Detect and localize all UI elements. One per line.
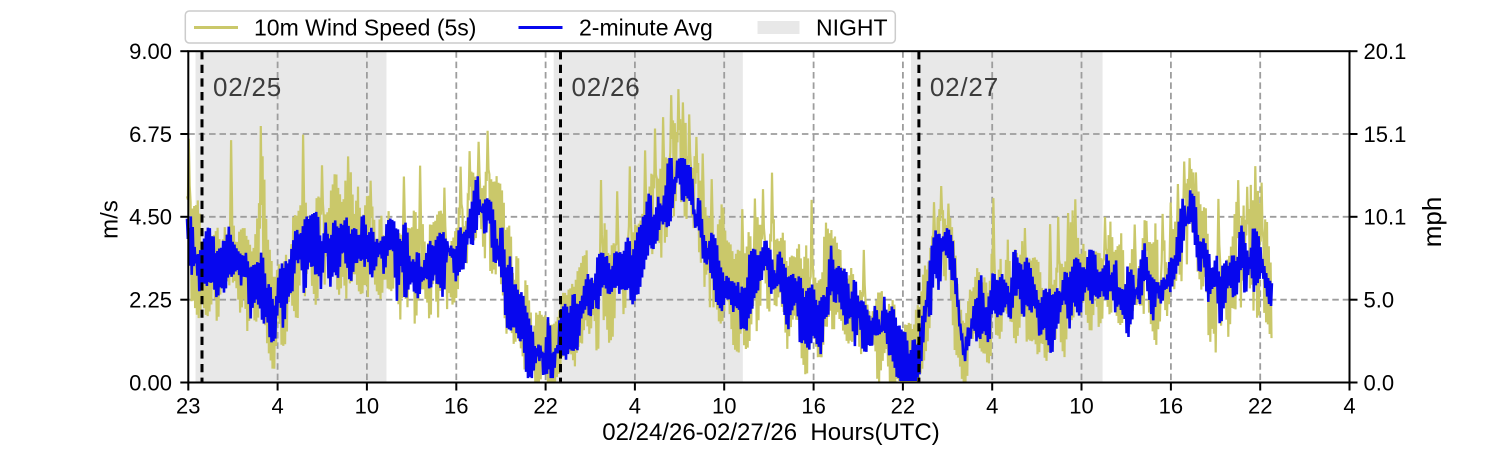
svg-text:02/25: 02/25 — [213, 72, 282, 102]
svg-text:m/s: m/s — [97, 200, 124, 239]
svg-text:4: 4 — [1343, 394, 1355, 419]
svg-text:02/24/26-02/27/26 Hours(UTC): 02/24/26-02/27/26 Hours(UTC) — [602, 419, 940, 446]
svg-text:0.00: 0.00 — [129, 370, 172, 395]
svg-text:4: 4 — [629, 394, 641, 419]
svg-text:22: 22 — [533, 394, 557, 419]
svg-text:16: 16 — [1159, 394, 1183, 419]
svg-text:16: 16 — [801, 394, 825, 419]
svg-text:22: 22 — [891, 394, 915, 419]
svg-text:2.25: 2.25 — [129, 288, 172, 313]
svg-text:4: 4 — [986, 394, 998, 419]
svg-text:02/26: 02/26 — [572, 72, 641, 102]
svg-text:10m Wind Speed (5s): 10m Wind Speed (5s) — [254, 15, 476, 41]
svg-text:6.75: 6.75 — [129, 122, 172, 147]
svg-text:5.0: 5.0 — [1364, 288, 1395, 313]
svg-text:4.50: 4.50 — [129, 205, 172, 230]
svg-text:0.0: 0.0 — [1364, 370, 1395, 395]
svg-text:02/27: 02/27 — [930, 72, 999, 102]
svg-text:15.1: 15.1 — [1364, 122, 1407, 147]
svg-text:22: 22 — [1248, 394, 1272, 419]
svg-text:NIGHT: NIGHT — [816, 15, 888, 41]
svg-text:16: 16 — [444, 394, 468, 419]
svg-text:9.00: 9.00 — [129, 39, 172, 64]
svg-text:10: 10 — [712, 394, 736, 419]
svg-text:20.1: 20.1 — [1364, 39, 1407, 64]
svg-text:10: 10 — [1069, 394, 1093, 419]
svg-text:10: 10 — [355, 394, 379, 419]
svg-text:10.1: 10.1 — [1364, 205, 1407, 230]
svg-text:mph: mph — [1417, 197, 1447, 248]
svg-text:23: 23 — [176, 394, 200, 419]
svg-text:2-minute Avg: 2-minute Avg — [579, 15, 713, 41]
svg-text:4: 4 — [271, 394, 283, 419]
